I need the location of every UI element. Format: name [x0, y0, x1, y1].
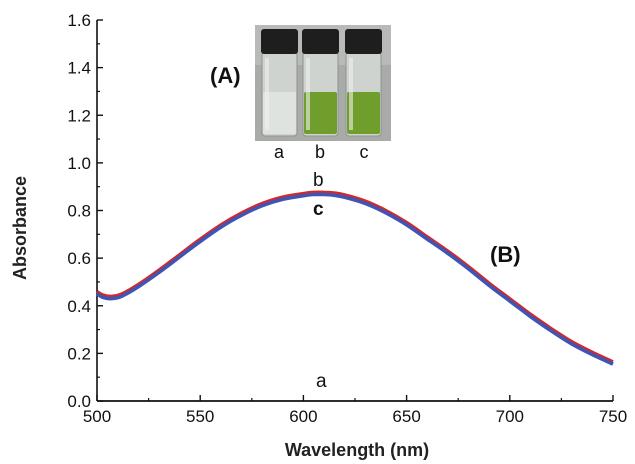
curve-label-a: a: [316, 371, 327, 392]
y-tick-label: 0.8: [67, 202, 91, 221]
panel-label-b: (B): [490, 242, 521, 267]
vial-label-a: a: [274, 142, 285, 162]
vial-liquid: [304, 92, 337, 134]
x-tick-label: 600: [289, 407, 317, 426]
vial-label-c: c: [360, 142, 369, 162]
y-tick-label: 1.6: [67, 11, 91, 30]
y-tick-label: 0.2: [67, 344, 91, 363]
vial-highlight: [265, 58, 269, 130]
vial-highlight: [306, 58, 310, 130]
x-tick-label: 500: [83, 407, 111, 426]
x-axis-title: Wavelength (nm): [285, 440, 429, 460]
vial-cap: [261, 29, 298, 54]
vial-cap: [345, 29, 382, 54]
x-tick-label: 750: [599, 407, 627, 426]
x-tick-label: 700: [496, 407, 524, 426]
axes: 0.0 0.2 0.4 0.6 0.8 1.0 1.2 1.4 1.6 500 550 600 650 7…: [67, 11, 627, 426]
y-tick-label: 0.0: [67, 392, 91, 411]
series-line-b: [96, 190, 614, 364]
x-tick-label: 650: [392, 407, 420, 426]
vial-label-b: b: [315, 142, 325, 162]
series-line-c: [96, 192, 614, 366]
vials: [261, 29, 382, 137]
vial-liquid: [347, 92, 380, 134]
curve-label-b: b: [313, 170, 324, 191]
y-tick-label: 1.4: [67, 59, 91, 78]
vial-highlight: [349, 58, 353, 130]
y-axis-title: Absorbance: [10, 176, 30, 280]
y-tick-label: 1.0: [67, 154, 91, 173]
vial-liquid: [263, 92, 296, 134]
y-tick-label: 1.2: [67, 106, 91, 125]
series-layer: [96, 190, 614, 402]
x-tick-label: 550: [186, 407, 214, 426]
panel-label-a: (A): [210, 63, 241, 88]
y-tick-label: 0.6: [67, 249, 91, 268]
vial-cap: [302, 29, 339, 54]
vial-photo-inset: (A) a b c: [210, 25, 391, 162]
curve-label-c: c: [313, 199, 324, 220]
y-tick-label: 0.4: [67, 297, 91, 316]
